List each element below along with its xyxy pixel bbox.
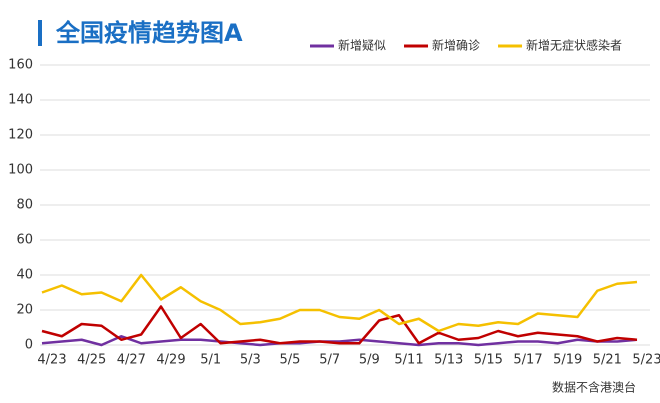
x-tick-label: 5/13	[434, 353, 463, 368]
x-tick-label: 4/25	[77, 353, 106, 368]
y-tick-label: 120	[8, 128, 33, 143]
x-tick-label: 5/21	[593, 353, 622, 368]
y-tick-label: 100	[8, 163, 33, 178]
y-tick-label: 80	[16, 198, 33, 213]
x-tick-label: 5/11	[394, 353, 423, 368]
x-tick-label: 5/23	[632, 353, 660, 368]
series-line	[41, 335, 638, 347]
x-tick-label: 5/15	[474, 353, 503, 368]
legend-label: 新增疑似	[338, 38, 386, 53]
y-tick-label: 60	[16, 233, 33, 248]
x-tick-label: 5/5	[280, 353, 301, 368]
chart-title: 全国疫情趋势图A	[55, 19, 243, 47]
series-line	[41, 273, 638, 333]
x-tick-label: 5/19	[553, 353, 582, 368]
note: 数据不含港澳台	[552, 380, 636, 395]
x-tick-label: 5/7	[319, 353, 340, 368]
x-tick-label: 4/27	[117, 353, 146, 368]
x-tick-label: 4/29	[156, 353, 185, 368]
y-tick-label: 20	[16, 303, 33, 318]
legend-label: 新增确诊	[432, 38, 480, 53]
x-tick-label: 5/1	[200, 353, 221, 368]
x-tick-label: 5/3	[240, 353, 261, 368]
x-tick-label: 5/17	[513, 353, 542, 368]
x-tick-label: 5/9	[359, 353, 380, 368]
series-line	[41, 305, 638, 345]
y-tick-label: 140	[8, 93, 33, 108]
y-tick-label: 40	[16, 268, 33, 283]
title-bar	[38, 20, 42, 46]
y-tick-label: 160	[8, 58, 33, 73]
x-tick-label: 4/23	[37, 353, 66, 368]
legend-label: 新增无症状感染者	[526, 38, 622, 53]
y-tick-label: 0	[25, 338, 33, 353]
